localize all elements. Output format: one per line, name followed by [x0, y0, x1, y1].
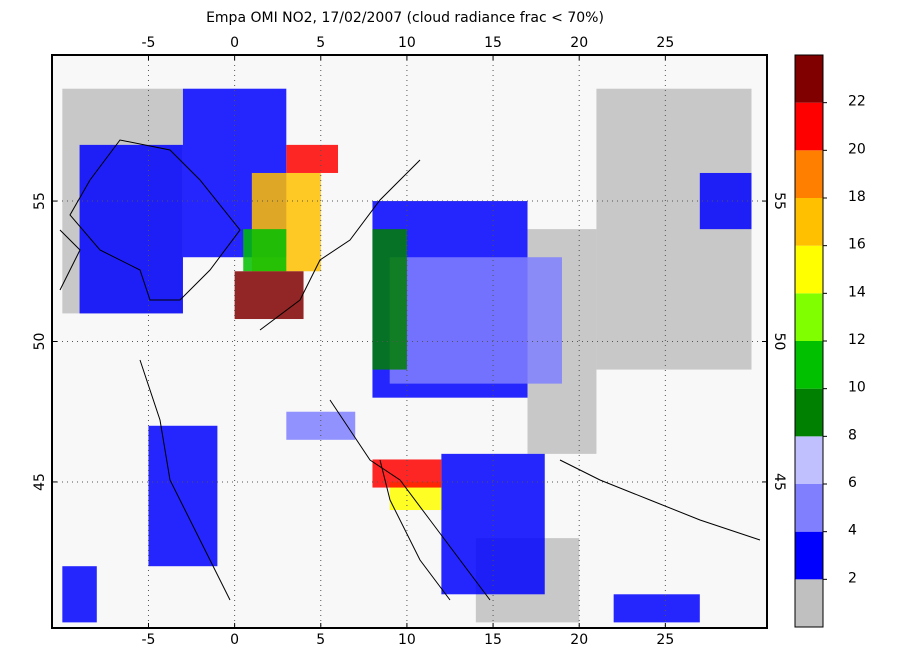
colorbar-swatch [795, 150, 823, 198]
x-tick-label-bottom: 20 [570, 632, 588, 648]
no2-cell [62, 566, 97, 623]
y-tick-label-right: 45 [771, 473, 787, 491]
no2-cell [372, 459, 442, 488]
colorbar-swatch [795, 388, 823, 437]
no2-cell [389, 257, 562, 384]
no2-cell [372, 229, 407, 370]
colorbar-tick-label: 12 [848, 332, 866, 348]
colorbar-swatch [795, 55, 823, 103]
x-tick-label-bottom: 25 [656, 632, 674, 648]
no2-cell [79, 144, 183, 314]
colorbar-tick-label: 6 [848, 475, 857, 491]
x-tick-label-top: 5 [316, 35, 325, 51]
colorbar-tick-label: 16 [848, 237, 866, 253]
colorbar-swatch [795, 341, 823, 389]
colorbar-swatch [795, 436, 823, 484]
colorbar-tick-label: 10 [848, 380, 866, 396]
no2-cell [286, 144, 338, 173]
no2-cell [613, 594, 700, 623]
x-tick-label-bottom: -5 [141, 632, 155, 648]
colorbar-tick-label: 8 [848, 427, 857, 443]
colorbar-swatch [795, 531, 823, 580]
x-tick-label-bottom: 10 [398, 632, 416, 648]
colorbar-swatch [795, 102, 823, 151]
colorbar-tick-label: 22 [848, 94, 866, 110]
x-tick-label-top: 15 [484, 35, 502, 51]
x-tick-label-bottom: 0 [230, 632, 239, 648]
y-tick-label-left: 45 [32, 473, 48, 491]
y-tick-label-left: 55 [32, 192, 48, 210]
y-tick-label-left: 50 [32, 333, 48, 351]
x-tick-label-top: 25 [656, 35, 674, 51]
x-tick-label-top: 0 [230, 35, 239, 51]
grid [52, 55, 767, 628]
colorbar-swatch [795, 198, 823, 246]
colorbar-swatch [795, 484, 823, 532]
colorbar-swatch [795, 293, 823, 341]
no2-cell [596, 88, 752, 370]
data-layer [62, 88, 752, 623]
x-tick-label-top: 10 [398, 35, 416, 51]
colorbar-swatch [795, 245, 823, 294]
colorbar-tick-label: 2 [848, 570, 857, 586]
x-tick-label-top: -5 [141, 35, 155, 51]
no2-cell [441, 453, 545, 595]
colorbar-tick-label: 18 [848, 189, 866, 205]
x-tick-label-top: 20 [570, 35, 588, 51]
map-title: Empa OMI NO2, 17/02/2007 (cloud radiance… [206, 10, 604, 26]
y-tick-label-right: 50 [771, 333, 787, 351]
no2-cell [148, 425, 218, 567]
no2-cell [234, 271, 304, 320]
colorbar-swatch [795, 579, 823, 627]
coastlines [59, 139, 761, 601]
colorbar-tick-label: 20 [848, 141, 866, 157]
y-tick-label-right: 55 [771, 192, 787, 210]
colorbar-tick-label: 14 [848, 284, 866, 300]
colorbar: 2 4 6 8 10 12 14 16 18 20 22 [794, 54, 866, 628]
no2-cell [243, 229, 287, 272]
x-tick-label-bottom: 15 [484, 632, 502, 648]
colorbar-tick-label: 4 [848, 523, 857, 539]
x-tick-label-bottom: 5 [316, 632, 325, 648]
